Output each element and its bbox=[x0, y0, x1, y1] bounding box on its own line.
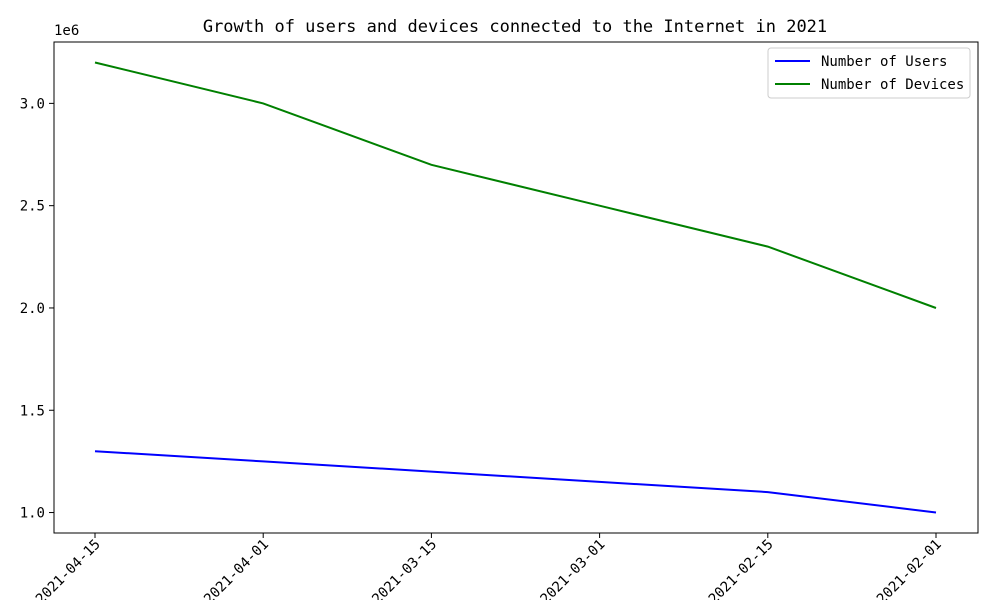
series-line-0 bbox=[94, 450, 937, 514]
y-tick-label-0: 1.0 bbox=[20, 506, 45, 522]
x-tick-label-5: 2021-02-01 bbox=[874, 537, 945, 600]
legend-label-1: Number of Devices bbox=[821, 77, 964, 93]
x-tick-label-0: 2021-04-15 bbox=[33, 537, 104, 600]
legend-box bbox=[767, 47, 971, 99]
y-tick-label-3: 2.5 bbox=[20, 199, 45, 215]
x-tick-label-1: 2021-04-01 bbox=[201, 537, 272, 600]
chart-title: Growth of users and devices connected to… bbox=[203, 17, 827, 37]
plot-area: 1.0 1.5 2.0 2.5 3.0 2021-04-15 2021-04-01 2021-… bbox=[20, 61, 945, 600]
y-tick-label-4: 3.0 bbox=[20, 96, 45, 112]
legend: Number of Users Number of Devices bbox=[767, 47, 971, 99]
plot-frame bbox=[53, 41, 979, 534]
y-tick-label-2: 2.0 bbox=[20, 301, 45, 317]
x-tick-label-4: 2021-02-15 bbox=[706, 537, 777, 600]
legend-label-0: Number of Users bbox=[821, 54, 947, 70]
y-tick-label-1: 1.5 bbox=[20, 403, 45, 419]
x-tick-label-3: 2021-03-01 bbox=[538, 537, 609, 600]
x-tick-label-2: 2021-03-15 bbox=[369, 537, 440, 600]
y-scale-label: 1e6 bbox=[54, 23, 79, 39]
series-line-1 bbox=[94, 61, 937, 309]
